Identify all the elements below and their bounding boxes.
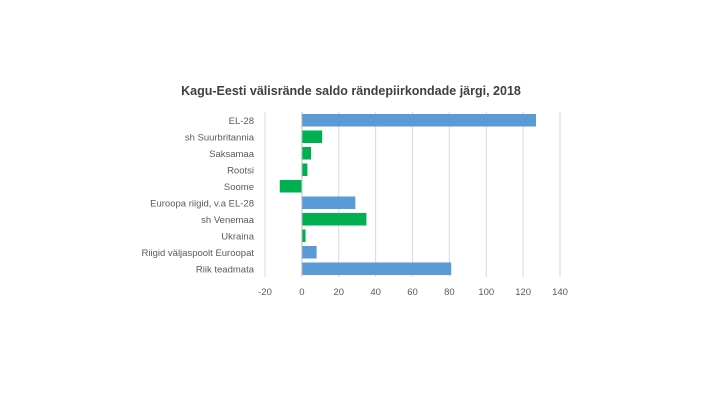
x-tick-label: 140 bbox=[552, 287, 568, 298]
x-tick-label: 20 bbox=[333, 287, 344, 298]
category-label: Saksamaa bbox=[209, 149, 255, 160]
x-tick-label: 120 bbox=[515, 287, 531, 298]
x-tick-label: 0 bbox=[299, 287, 304, 298]
category-label: sh Venemaa bbox=[201, 215, 255, 226]
category-label: Ukraina bbox=[221, 231, 254, 242]
category-labels: EL-28 sh Suurbritannia Saksamaa Rootsi Soome… bbox=[142, 116, 255, 276]
bar bbox=[301, 163, 308, 177]
bar bbox=[301, 245, 317, 259]
bar bbox=[301, 196, 356, 210]
bars bbox=[279, 113, 537, 276]
bar bbox=[301, 113, 537, 127]
category-label: sh Suurbritannia bbox=[185, 132, 255, 143]
x-tick-label: 80 bbox=[444, 287, 455, 298]
bar bbox=[301, 262, 452, 276]
x-tick-label: 40 bbox=[370, 287, 381, 298]
category-label: Riik teadmata bbox=[196, 264, 255, 275]
category-label: Rootsi bbox=[227, 165, 254, 176]
x-tick-label: -20 bbox=[258, 287, 272, 298]
chart-title: Kagu-Eesti välisrände saldo rändepiirkon… bbox=[181, 84, 521, 98]
category-label: Riigid väljaspoolt Euroopat bbox=[142, 248, 255, 259]
x-tick-label: 60 bbox=[407, 287, 418, 298]
bar bbox=[301, 146, 312, 160]
bar bbox=[301, 130, 323, 144]
x-tick-labels: -20 0 20 40 60 80 100 120 140 bbox=[258, 287, 568, 298]
category-label: Euroopa riigid, v.a EL-28 bbox=[150, 198, 254, 209]
x-tick-label: 100 bbox=[478, 287, 494, 298]
category-label: Soome bbox=[224, 182, 254, 193]
gridlines bbox=[264, 112, 561, 277]
bar bbox=[301, 229, 306, 243]
bar bbox=[301, 212, 367, 226]
category-label: EL-28 bbox=[229, 116, 254, 127]
bar bbox=[279, 179, 302, 193]
